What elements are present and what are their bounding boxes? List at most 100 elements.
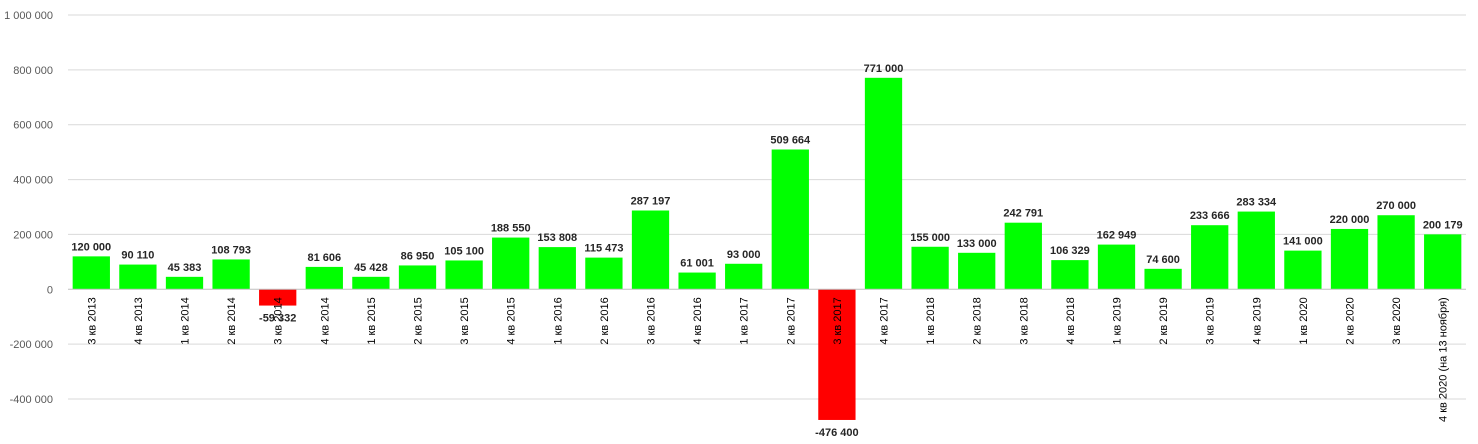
data-label: 108 793 [211, 244, 251, 256]
x-tick-label: 2 кв 2015 [413, 297, 425, 344]
x-tick-label: 3 кв 2019 [1205, 297, 1217, 344]
bars [72, 77, 1462, 420]
x-tick-label: 4 кв 2020 (на 13 ноября) [1438, 297, 1450, 422]
data-label: 242 791 [1003, 208, 1043, 220]
x-tick-label: 2 кв 2016 [599, 297, 611, 344]
data-label: 45 428 [354, 262, 388, 274]
bar [305, 266, 343, 290]
x-tick-label: 3 кв 2017 [832, 297, 844, 344]
x-tick-label: 4 кв 2014 [319, 297, 331, 344]
bar [678, 272, 716, 290]
bar [212, 259, 250, 290]
data-label: 93 000 [727, 249, 761, 261]
y-tick-label: 600 000 [13, 120, 53, 132]
x-tick-label: 1 кв 2020 [1298, 297, 1310, 344]
x-tick-label: 1 кв 2014 [180, 297, 192, 344]
data-label: 90 110 [121, 250, 154, 262]
x-tick-label: 4 кв 2017 [879, 297, 891, 344]
grid-lines [68, 14, 1466, 400]
data-label: 141 000 [1283, 236, 1323, 248]
y-tick-label: -200 000 [10, 339, 53, 351]
data-label: 74 600 [1146, 254, 1180, 266]
y-tick-label: 800 000 [13, 65, 53, 77]
data-label: 771 000 [864, 63, 904, 75]
data-label: 155 000 [910, 232, 950, 244]
data-label: 162 949 [1097, 230, 1137, 242]
x-tick-label: 4 кв 2015 [506, 297, 518, 344]
data-label: 105 100 [444, 245, 484, 257]
x-tick-label: 3 кв 2015 [459, 297, 471, 344]
x-tick-label: 4 кв 2013 [133, 297, 145, 344]
x-tick-label: 1 кв 2018 [925, 297, 937, 344]
x-tick-label: 1 кв 2017 [739, 297, 751, 344]
bar [1237, 211, 1275, 290]
x-tick-label: 1 кв 2015 [366, 297, 378, 344]
bar [1051, 260, 1089, 290]
bar [1191, 225, 1229, 290]
bar [771, 149, 809, 290]
data-label: 45 383 [168, 262, 202, 274]
x-tick-label: 3 кв 2016 [646, 297, 658, 344]
data-label: 106 329 [1050, 245, 1090, 257]
data-label: 188 550 [491, 223, 531, 235]
y-tick-label: -400 000 [10, 394, 53, 406]
x-tick-label: 1 кв 2016 [552, 297, 564, 344]
bar [538, 247, 576, 290]
y-tick-label: 400 000 [13, 175, 53, 187]
bar [725, 263, 763, 290]
data-label: -476 400 [815, 427, 858, 439]
data-label: 283 334 [1236, 197, 1277, 209]
data-label: -59 332 [259, 313, 296, 325]
bar [72, 256, 110, 290]
bar [398, 265, 437, 290]
data-label: 270 000 [1376, 200, 1416, 212]
data-label: 220 000 [1330, 214, 1370, 226]
bar [911, 246, 949, 290]
x-tick-label: 4 кв 2019 [1251, 297, 1263, 344]
data-label: 287 197 [631, 196, 671, 208]
x-tick-label: 1 кв 2019 [1112, 297, 1124, 344]
x-tick-label: 4 кв 2016 [692, 297, 704, 344]
x-tick-label: 2 кв 2014 [226, 297, 238, 344]
bar [165, 276, 204, 290]
x-tick-label: 2 кв 2018 [972, 297, 984, 344]
bar [631, 210, 670, 290]
data-label: 509 664 [770, 134, 811, 146]
x-tick-label: 2 кв 2019 [1158, 297, 1170, 344]
x-tick-label: 4 кв 2018 [1065, 297, 1077, 344]
bar [259, 289, 297, 306]
x-tick-label: 3 кв 2020 [1391, 297, 1403, 344]
data-label: 153 808 [537, 232, 577, 244]
bar [119, 264, 157, 290]
bar [1424, 234, 1462, 290]
data-label: 115 473 [584, 243, 623, 255]
data-label: 61 001 [680, 258, 714, 270]
bar [445, 260, 483, 290]
bar [1330, 228, 1369, 290]
bar [1284, 250, 1322, 290]
x-axis-tick-labels: 3 кв 2013 4 кв 2013 1 кв 2014 2 кв 2014 3 кв… [86, 297, 1449, 422]
data-label: 86 950 [401, 250, 435, 262]
y-tick-label: 1 000 000 [4, 10, 53, 22]
bar [1144, 268, 1182, 290]
data-label: 120 000 [71, 241, 111, 253]
bar [1097, 244, 1136, 290]
x-tick-label: 2 кв 2020 [1345, 297, 1357, 344]
x-tick-label: 3 кв 2014 [273, 297, 285, 344]
bar [352, 276, 390, 290]
bar [818, 289, 856, 420]
data-label: 200 179 [1423, 219, 1463, 231]
data-label: 81 606 [307, 252, 341, 264]
bar [1377, 215, 1415, 290]
bar [585, 257, 623, 290]
y-axis-tick-labels: -400 000 -200 000 0 200 000 400 000 600 000 80… [4, 10, 53, 406]
x-tick-label: 3 кв 2013 [86, 297, 98, 344]
bar [1004, 222, 1042, 290]
x-tick-label: 3 кв 2018 [1018, 297, 1030, 344]
x-tick-label: 2 кв 2017 [785, 297, 797, 344]
data-label: 133 000 [957, 238, 997, 250]
bar [958, 252, 996, 290]
y-tick-label: 200 000 [13, 229, 53, 241]
y-tick-label: 0 [47, 284, 53, 296]
